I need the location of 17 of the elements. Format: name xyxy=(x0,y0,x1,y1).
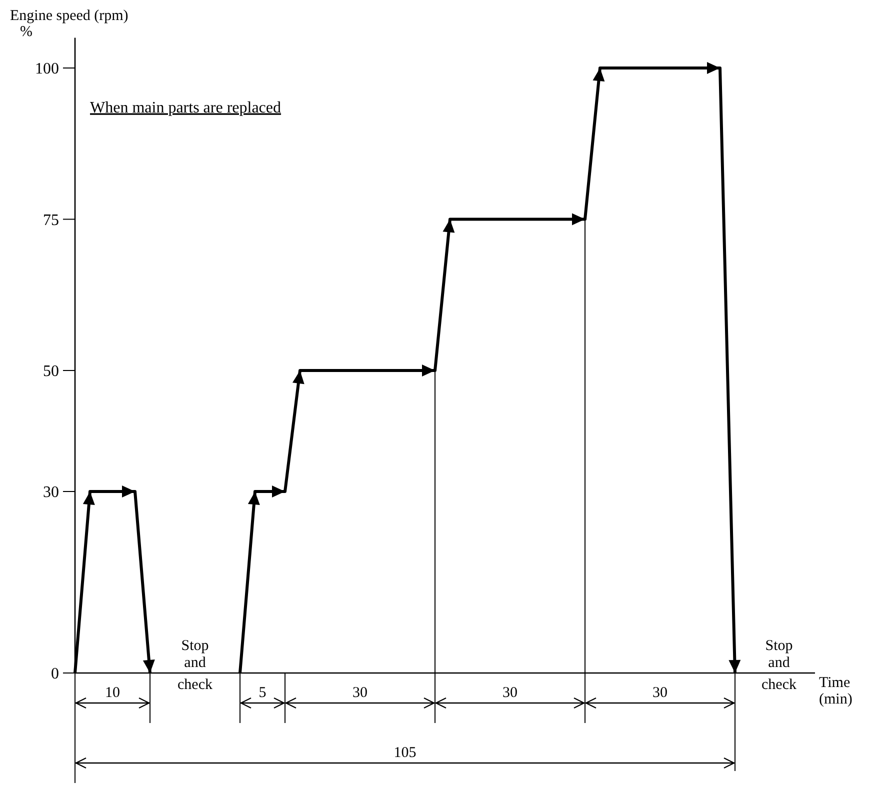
y-tick-label: 30 xyxy=(43,484,59,502)
text: 5 xyxy=(258,685,266,701)
text: 30 xyxy=(652,685,668,701)
text: 30 xyxy=(502,685,518,701)
text: 105 xyxy=(394,745,416,761)
text: 10 xyxy=(105,685,120,701)
text: 30 xyxy=(352,685,368,701)
text: Time (min) xyxy=(819,675,852,708)
text: When main parts are replaced xyxy=(90,99,282,116)
y-tick-label: 100 xyxy=(35,60,59,78)
y-axis-title: Engine speed (rpm) xyxy=(10,8,128,24)
y-tick-label: 0 xyxy=(51,666,59,683)
y-tick-label: 50 xyxy=(43,363,59,380)
text: Stop and check xyxy=(762,638,797,693)
y-tick-label: 75 xyxy=(43,212,59,229)
text: % xyxy=(20,24,32,40)
annotation: Stop and check xyxy=(178,638,213,693)
